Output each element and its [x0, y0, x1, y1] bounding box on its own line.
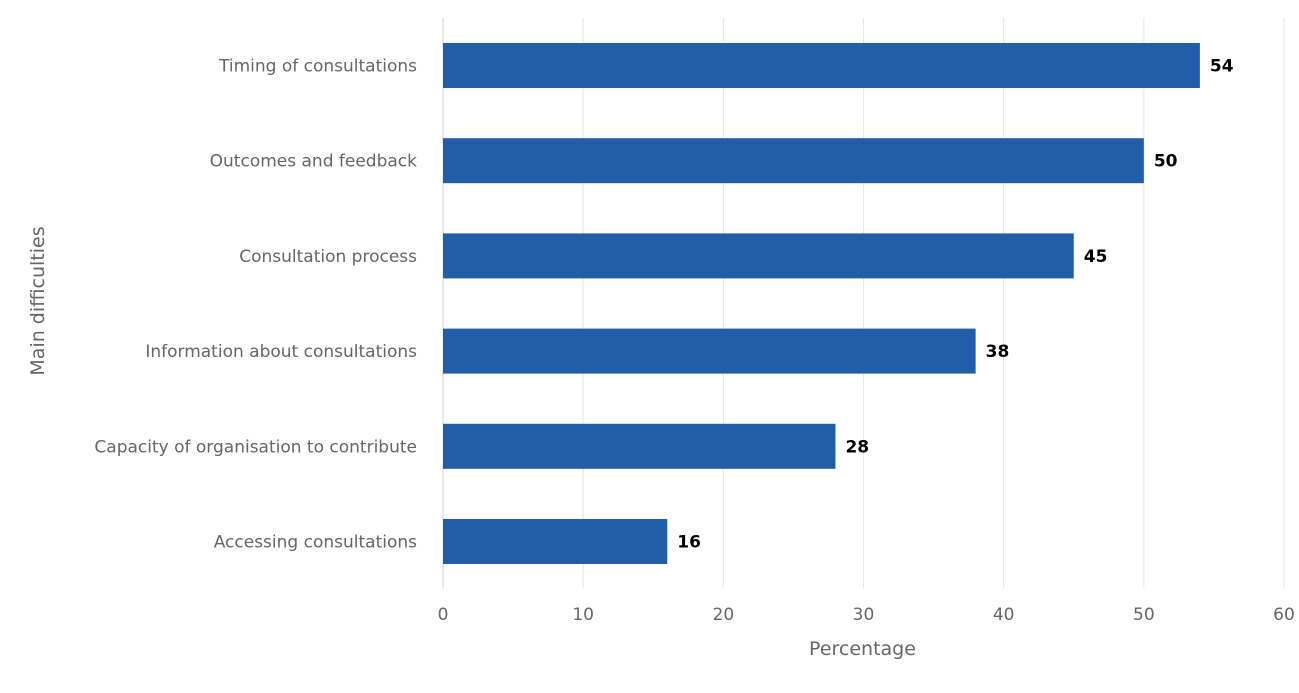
bar[interactable]: [443, 233, 1074, 279]
data-label: 38: [986, 342, 1010, 362]
data-label: 28: [845, 437, 869, 457]
category-label: Timing of consultations: [218, 57, 417, 77]
data-label: 45: [1084, 247, 1108, 267]
data-label: 16: [677, 533, 701, 553]
x-tick-label: 10: [572, 605, 594, 625]
category-labels: Timing of consultations Outcomes and feed…: [94, 57, 417, 553]
category-label: Outcomes and feedback: [210, 152, 417, 172]
bar[interactable]: [443, 138, 1144, 184]
bar[interactable]: [443, 43, 1200, 88]
category-label: Information about consultations: [145, 342, 417, 362]
x-tick-labels: 0 10 20 30 40 50 60: [438, 605, 1295, 625]
bar[interactable]: [443, 519, 668, 564]
bar[interactable]: [443, 328, 976, 374]
data-label: 50: [1154, 152, 1178, 172]
data-label: 54: [1210, 57, 1234, 77]
x-axis-title: Percentage: [809, 638, 916, 660]
y-axis-title: Main difficulties: [27, 226, 49, 375]
gridlines: [442, 18, 1285, 588]
x-tick-label: 60: [1273, 605, 1295, 625]
category-label: Consultation process: [239, 247, 417, 267]
bars: [443, 43, 1200, 564]
category-label: Capacity of organisation to contribute: [94, 437, 417, 457]
x-tick-label: 0: [438, 605, 449, 625]
x-tick-label: 20: [713, 605, 735, 625]
category-label: Accessing consultations: [214, 533, 417, 553]
x-tick-label: 40: [993, 605, 1015, 625]
bar[interactable]: [443, 423, 836, 469]
x-tick-label: 30: [853, 605, 875, 625]
x-tick-label: 50: [1133, 605, 1155, 625]
data-labels: 54 50 45 38 28 16: [677, 57, 1233, 553]
